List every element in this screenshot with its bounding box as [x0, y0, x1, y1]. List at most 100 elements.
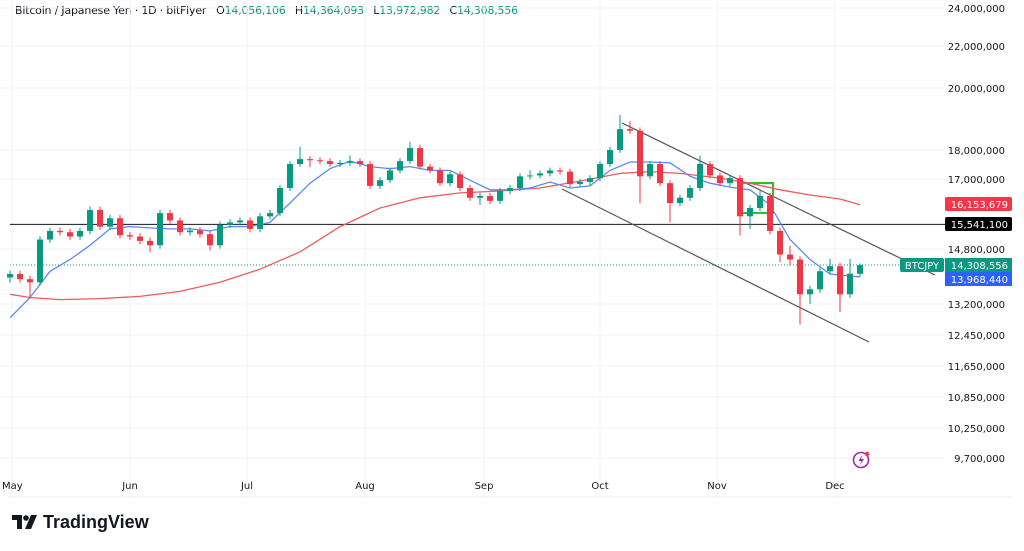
candle-body [127, 235, 133, 237]
candle [347, 155, 353, 166]
candle [507, 184, 513, 195]
candle-body [37, 239, 43, 283]
candle-body [277, 187, 283, 214]
candle-body [487, 195, 493, 201]
candle-body [117, 218, 123, 236]
candle-body [187, 230, 193, 233]
candle [607, 146, 613, 167]
drawings [10, 122, 945, 343]
candle-body [607, 150, 613, 165]
candle [427, 163, 433, 174]
candle-body [247, 220, 253, 229]
price-tick-label: 18,000,000 [948, 146, 1005, 157]
candle-body [387, 170, 393, 181]
ma-fast-tag-bg [945, 272, 1012, 286]
tradingview-logo[interactable]: TradingView [12, 512, 149, 533]
candle [707, 161, 713, 179]
candle [567, 168, 573, 188]
candle-body [807, 289, 813, 295]
candle-body [537, 173, 543, 176]
candle [177, 217, 183, 236]
candle-body [177, 220, 183, 233]
candle-body [837, 266, 843, 295]
candle-body [457, 174, 463, 188]
candle [377, 177, 383, 189]
candle-body [647, 164, 653, 177]
candle [297, 146, 303, 167]
candle [207, 230, 213, 251]
candle-body [497, 191, 503, 201]
candle-body [337, 162, 343, 165]
high-label: H [294, 4, 303, 17]
candle-body [297, 159, 303, 165]
candle-body [637, 130, 643, 177]
candle [717, 172, 723, 187]
candle [117, 215, 123, 239]
candle [67, 228, 73, 240]
candle-body [507, 187, 513, 192]
price-tick-label: 10,250,000 [948, 424, 1005, 435]
candle-body [427, 166, 433, 171]
candle [797, 256, 803, 325]
candle-body [567, 171, 573, 185]
time-tick-label: Dec [825, 481, 844, 492]
time-axis[interactable]: May Jun Jul Aug Sep Oct Nov Dec [2, 481, 845, 492]
candle-body [787, 254, 793, 260]
candle [57, 227, 63, 236]
candle [337, 159, 343, 167]
low-value: 13,972,982 [379, 4, 441, 17]
candle-body [327, 161, 333, 165]
candle [417, 144, 423, 170]
ma-slow-tag-bg [945, 197, 1012, 211]
candle [597, 161, 603, 182]
candle [687, 184, 693, 201]
last-price-tag-bg [945, 258, 1012, 272]
candle [467, 184, 473, 201]
time-tick-label: Jun [121, 481, 138, 492]
lightning-icon[interactable] [852, 451, 870, 469]
symbol-title[interactable]: Bitcoin / Japanese Yen · 1D · bitFlyer [15, 4, 207, 17]
candle [497, 187, 503, 204]
candle-body [217, 224, 223, 246]
candle [407, 141, 413, 165]
candle [667, 180, 673, 223]
candle [617, 115, 623, 153]
candle-body [677, 197, 683, 204]
candle-body [7, 274, 13, 278]
candle [147, 237, 153, 253]
candle-body [527, 175, 533, 177]
price-tick-label: 9,700,000 [954, 454, 1005, 465]
candle-body [157, 213, 163, 246]
candle-body [627, 129, 633, 131]
candle [397, 158, 403, 174]
candle-body [767, 195, 773, 231]
time-tick-label: Jul [240, 481, 253, 492]
candle [387, 167, 393, 184]
candle [277, 184, 283, 217]
symbol-tag-bg [900, 258, 944, 272]
candle-body [797, 259, 803, 295]
candle-body [107, 218, 113, 227]
candle [307, 156, 313, 168]
candle [777, 227, 783, 263]
candle-body [777, 230, 783, 255]
grid [0, 0, 1012, 498]
candle-body [697, 164, 703, 188]
candle-body [347, 161, 353, 163]
candle-body [87, 209, 93, 231]
candle-body [227, 222, 233, 225]
channel-lower-line [561, 188, 870, 343]
low-label: L [373, 4, 380, 17]
candle [217, 221, 223, 249]
price-axis[interactable]: 24,000,000 22,000,000 20,000,000 18,000,000… [948, 4, 1005, 465]
candle [517, 173, 523, 192]
close-label: C [449, 4, 457, 17]
candle [107, 215, 113, 230]
candle [527, 170, 533, 180]
candle [807, 285, 813, 304]
logo-text: TradingView [43, 512, 149, 532]
candle [37, 236, 43, 286]
candle [137, 233, 143, 245]
candle [587, 175, 593, 185]
